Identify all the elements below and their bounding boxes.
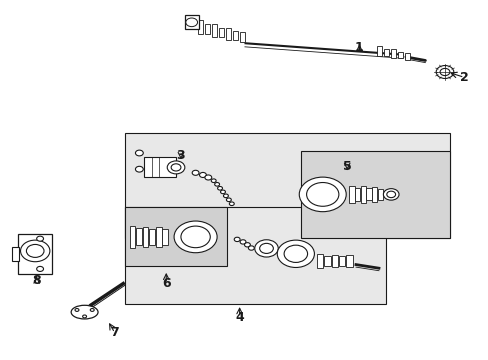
Bar [371, 187, 377, 202]
Circle shape [259, 243, 273, 253]
Circle shape [167, 161, 184, 174]
Circle shape [439, 68, 449, 76]
Text: 7: 7 [110, 327, 119, 339]
Bar [124, 207, 227, 266]
Circle shape [277, 240, 314, 267]
Bar [124, 133, 449, 238]
Circle shape [211, 179, 216, 183]
Bar [300, 151, 449, 238]
Circle shape [226, 198, 231, 202]
Circle shape [185, 18, 197, 27]
Bar [155, 227, 161, 247]
Bar [204, 24, 210, 33]
Bar [383, 49, 388, 56]
Bar [354, 188, 360, 201]
Circle shape [284, 245, 307, 262]
Text: 2: 2 [459, 71, 468, 84]
Circle shape [26, 244, 44, 257]
Bar [348, 186, 354, 203]
Circle shape [135, 166, 143, 172]
Circle shape [75, 309, 79, 311]
Bar [144, 157, 176, 177]
Circle shape [181, 226, 210, 248]
Bar [162, 229, 168, 245]
Bar [324, 256, 330, 266]
Bar [338, 256, 345, 266]
Circle shape [234, 237, 240, 242]
Circle shape [306, 183, 338, 206]
Text: 5: 5 [342, 160, 351, 173]
Circle shape [240, 240, 245, 244]
Circle shape [229, 202, 234, 206]
Bar [124, 207, 386, 304]
Circle shape [37, 236, 43, 241]
Text: 1: 1 [354, 41, 363, 54]
Bar [219, 27, 224, 36]
Bar [377, 189, 382, 200]
Bar [198, 20, 203, 34]
Bar [211, 24, 217, 37]
Bar [331, 255, 337, 267]
Circle shape [192, 170, 199, 175]
Circle shape [37, 266, 43, 271]
Bar [149, 229, 155, 245]
Bar [366, 189, 371, 200]
Circle shape [386, 191, 395, 198]
Bar [376, 46, 381, 56]
Circle shape [223, 194, 228, 198]
Ellipse shape [71, 305, 98, 319]
Bar [142, 226, 148, 247]
Circle shape [204, 175, 211, 180]
Bar [404, 53, 409, 60]
Bar [18, 234, 52, 274]
Circle shape [254, 240, 278, 257]
Bar [225, 28, 231, 40]
Circle shape [90, 309, 94, 311]
Circle shape [174, 221, 217, 253]
Circle shape [217, 186, 222, 190]
Circle shape [135, 150, 143, 156]
Bar [129, 226, 135, 248]
Circle shape [171, 164, 181, 171]
Circle shape [435, 66, 453, 78]
Circle shape [383, 189, 398, 200]
Text: 3: 3 [176, 149, 185, 162]
Text: 6: 6 [162, 277, 170, 290]
Circle shape [244, 243, 250, 247]
Text: 8: 8 [32, 274, 41, 287]
Bar [136, 229, 142, 246]
Text: 4: 4 [235, 311, 244, 324]
Bar [397, 52, 403, 58]
Circle shape [248, 246, 254, 250]
Bar [360, 186, 365, 203]
Circle shape [299, 177, 346, 212]
Circle shape [20, 240, 50, 262]
Circle shape [214, 183, 219, 186]
Bar [232, 31, 238, 40]
Bar [239, 32, 244, 42]
Circle shape [82, 315, 86, 318]
Bar [346, 255, 352, 267]
Circle shape [199, 172, 206, 177]
Bar [184, 15, 198, 29]
Bar [316, 254, 323, 268]
Bar [390, 49, 395, 58]
Circle shape [220, 190, 225, 194]
Bar [12, 247, 19, 261]
